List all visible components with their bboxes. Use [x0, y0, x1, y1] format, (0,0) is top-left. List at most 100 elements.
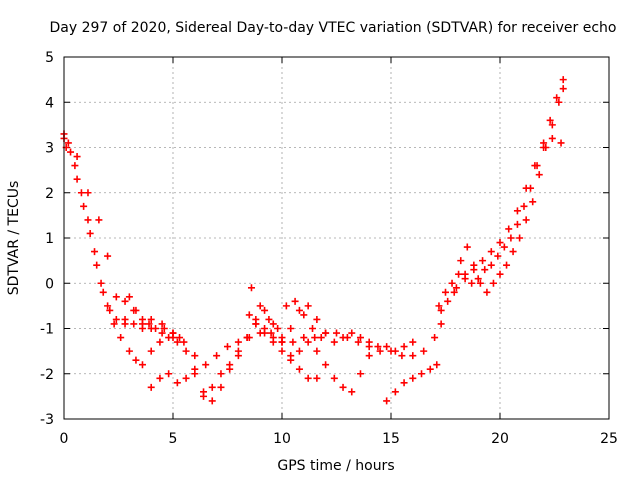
y-tick-label: 0	[45, 276, 54, 292]
data-point	[489, 279, 497, 287]
data-point	[180, 338, 188, 346]
data-point	[287, 325, 295, 332]
x-tick-label: 25	[600, 431, 618, 447]
data-point	[520, 202, 528, 210]
data-point	[426, 365, 434, 373]
x-tick-label: 10	[273, 431, 291, 447]
data-point	[104, 302, 112, 310]
series-track-g	[247, 284, 325, 342]
data-point	[156, 338, 164, 346]
data-point	[500, 243, 508, 251]
data-point	[348, 329, 356, 337]
series-track-k	[452, 134, 565, 292]
data-point	[243, 334, 251, 342]
data-point	[191, 370, 199, 378]
data-point	[77, 189, 85, 197]
series-track-c	[62, 144, 184, 342]
y-axis-label: SDTVAR / TECUs	[6, 181, 22, 296]
data-point	[300, 311, 308, 319]
data-point	[322, 329, 330, 337]
data-point	[106, 306, 114, 314]
data-point	[182, 374, 190, 382]
data-point	[487, 261, 495, 269]
data-point	[437, 320, 445, 328]
data-point	[234, 352, 242, 360]
data-point	[73, 175, 81, 183]
data-point	[138, 315, 146, 323]
data-point	[348, 388, 356, 396]
data-point	[234, 338, 242, 346]
data-point	[304, 374, 312, 382]
data-point	[494, 252, 502, 260]
y-tick-label: -2	[40, 367, 54, 383]
data-point	[145, 320, 153, 328]
y-tick-label: 2	[45, 186, 54, 202]
x-axis-label: GPS time / hours	[277, 458, 394, 474]
data-point	[546, 116, 554, 124]
data-point	[173, 338, 181, 346]
data-point	[476, 279, 484, 287]
data-point	[291, 297, 299, 305]
data-point	[313, 315, 321, 323]
data-point	[278, 347, 286, 355]
data-point	[147, 347, 155, 355]
data-point	[300, 334, 308, 342]
data-point	[93, 261, 101, 269]
data-point	[376, 347, 384, 355]
data-point	[160, 325, 168, 332]
data-point	[481, 266, 489, 274]
data-point	[217, 383, 225, 391]
data-point	[398, 352, 406, 360]
series-track-h	[383, 361, 441, 405]
data-point	[269, 320, 277, 328]
series-track-j	[437, 85, 567, 314]
data-point	[84, 189, 92, 197]
data-point	[125, 347, 133, 355]
data-points	[60, 76, 567, 405]
data-point	[548, 134, 556, 142]
data-point	[503, 261, 511, 269]
data-point	[99, 288, 107, 296]
data-point	[295, 306, 303, 314]
data-point	[226, 365, 234, 373]
data-point	[548, 121, 556, 129]
y-tick-label: 5	[45, 50, 54, 66]
data-point	[130, 320, 138, 328]
data-point	[557, 139, 565, 147]
data-point	[431, 334, 439, 342]
data-point	[132, 356, 140, 364]
data-point	[409, 374, 417, 382]
data-point	[474, 275, 482, 283]
data-point	[91, 248, 99, 256]
y-tick-label: 4	[45, 95, 54, 111]
data-point	[84, 216, 92, 224]
data-point	[200, 388, 208, 396]
data-point	[261, 306, 269, 314]
data-point	[265, 315, 273, 323]
data-point	[513, 220, 521, 228]
plot-frame	[63, 56, 610, 420]
data-point	[322, 361, 330, 369]
data-point	[433, 361, 441, 369]
data-point	[97, 279, 105, 287]
data-point	[450, 288, 458, 296]
data-point	[356, 370, 364, 378]
data-point	[176, 334, 184, 342]
y-tick-label: -1	[40, 322, 54, 338]
data-point	[173, 379, 181, 387]
series-track-f	[245, 302, 417, 355]
data-point	[147, 383, 155, 391]
x-tick-label: 15	[382, 431, 400, 447]
data-point	[158, 320, 166, 328]
data-point	[313, 374, 321, 382]
data-point	[156, 374, 164, 382]
data-point	[147, 315, 155, 323]
data-point	[213, 352, 221, 360]
data-point	[409, 352, 417, 360]
data-point	[304, 338, 312, 346]
data-point	[365, 338, 373, 346]
data-point	[64, 139, 72, 147]
data-point	[391, 347, 399, 355]
data-point	[418, 370, 426, 378]
